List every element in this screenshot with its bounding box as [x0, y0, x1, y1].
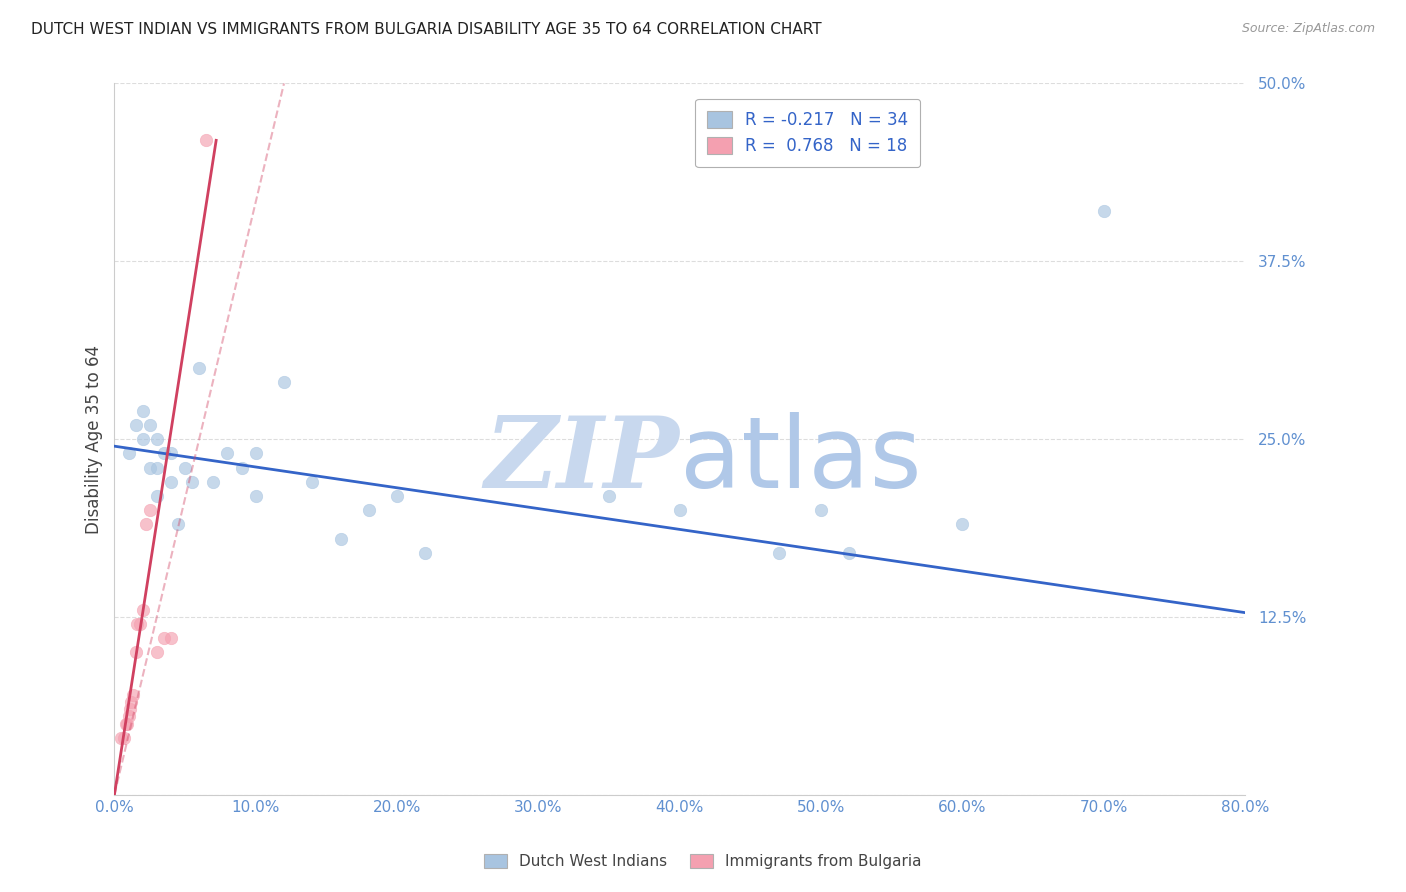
Point: [1092, 204, 1115, 219]
Text: ZIP: ZIP: [485, 412, 679, 508]
Point: [153, 446, 176, 460]
Point: [160, 631, 183, 645]
Point: [838, 546, 860, 560]
Point: [217, 446, 239, 460]
Point: [139, 460, 162, 475]
Point: [146, 489, 169, 503]
Point: [146, 645, 169, 659]
Point: [174, 460, 197, 475]
Point: [329, 532, 352, 546]
Text: Source: ZipAtlas.com: Source: ZipAtlas.com: [1241, 22, 1375, 36]
Legend: R = -0.217   N = 34, R =  0.768   N = 18: R = -0.217 N = 34, R = 0.768 N = 18: [696, 99, 920, 167]
Point: [118, 702, 141, 716]
Text: DUTCH WEST INDIAN VS IMMIGRANTS FROM BULGARIA DISABILITY AGE 35 TO 64 CORRELATIO: DUTCH WEST INDIAN VS IMMIGRANTS FROM BUL…: [31, 22, 821, 37]
Point: [301, 475, 323, 489]
Point: [124, 417, 146, 432]
Point: [125, 617, 148, 632]
Point: [188, 360, 211, 375]
Point: [117, 709, 139, 723]
Point: [413, 546, 436, 560]
Point: [160, 475, 183, 489]
Point: [195, 133, 218, 147]
Point: [950, 517, 973, 532]
Point: [117, 446, 139, 460]
Point: [139, 503, 162, 517]
Text: atlas: atlas: [679, 412, 921, 509]
Point: [245, 489, 267, 503]
Point: [131, 403, 153, 417]
Point: [110, 731, 132, 745]
Point: [115, 716, 138, 731]
Point: [160, 446, 183, 460]
Point: [181, 475, 204, 489]
Point: [112, 731, 135, 745]
Point: [131, 432, 153, 446]
Point: [114, 716, 136, 731]
Point: [124, 645, 146, 659]
Point: [357, 503, 380, 517]
Point: [146, 460, 169, 475]
Point: [202, 475, 225, 489]
Point: [810, 503, 832, 517]
Legend: Dutch West Indians, Immigrants from Bulgaria: Dutch West Indians, Immigrants from Bulg…: [478, 847, 928, 875]
Point: [153, 631, 176, 645]
Point: [668, 503, 690, 517]
Point: [598, 489, 620, 503]
Point: [167, 517, 190, 532]
Point: [134, 517, 156, 532]
Point: [120, 695, 142, 709]
Point: [121, 688, 143, 702]
Point: [231, 460, 253, 475]
Point: [128, 617, 150, 632]
Point: [245, 446, 267, 460]
Y-axis label: Disability Age 35 to 64: Disability Age 35 to 64: [86, 344, 103, 533]
Point: [768, 546, 790, 560]
Point: [139, 417, 162, 432]
Point: [385, 489, 408, 503]
Point: [273, 375, 295, 389]
Point: [131, 603, 153, 617]
Point: [146, 432, 169, 446]
